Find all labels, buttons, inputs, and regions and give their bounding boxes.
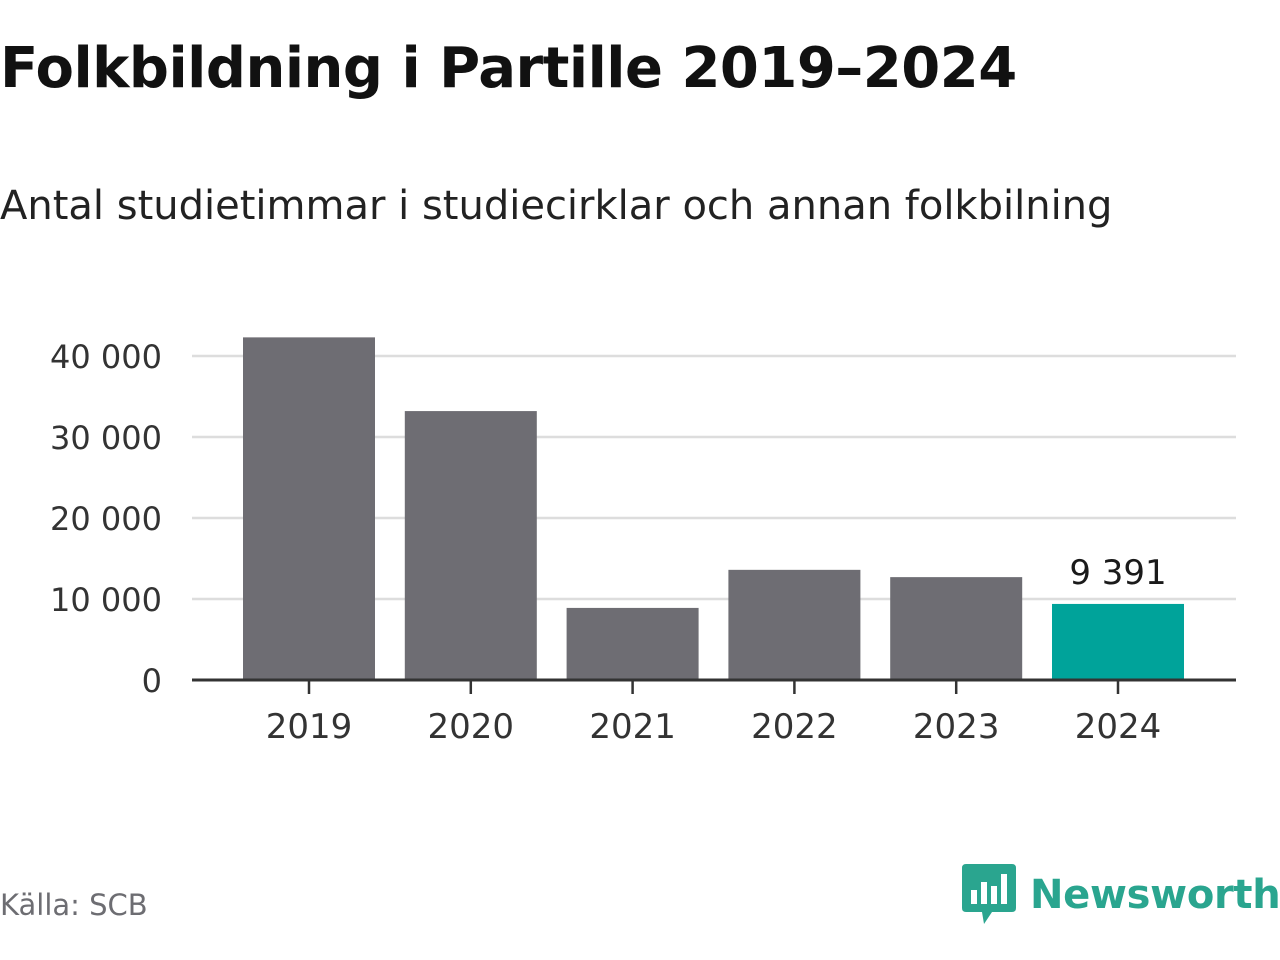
brand-logo: Newsworthy [962, 862, 1280, 928]
y-tick-label: 30 000 [50, 419, 162, 457]
y-tick-label: 0 [142, 662, 162, 700]
x-tick-label: 2020 [428, 707, 515, 747]
bar-2023 [890, 577, 1023, 680]
x-tick-label: 2023 [913, 707, 1000, 747]
x-tick-label: 2022 [751, 707, 838, 747]
brand-name: Newsworthy [1030, 872, 1280, 918]
chart-title: Folkbildning i Partille 2019–2024 [0, 36, 1017, 101]
source-label: Källa: SCB [0, 888, 148, 922]
x-tick-label: 2024 [1075, 707, 1162, 747]
y-tick-label: 40 000 [50, 338, 162, 376]
y-tick-label: 10 000 [50, 581, 162, 619]
chart-subtitle: Antal studietimmar i studiecirklar och a… [0, 183, 1113, 229]
data-label: 9 391 [1069, 553, 1166, 593]
bar-2021 [566, 607, 699, 680]
x-tick-label: 2021 [589, 707, 676, 747]
bar-2019 [243, 337, 375, 680]
bar-2020 [404, 411, 537, 680]
newsworthy-logo-icon [962, 864, 1016, 924]
y-tick-label: 20 000 [50, 500, 162, 538]
bar-2024 [1052, 603, 1184, 680]
bar-2022 [728, 569, 861, 680]
x-tick-label: 2019 [266, 707, 353, 747]
